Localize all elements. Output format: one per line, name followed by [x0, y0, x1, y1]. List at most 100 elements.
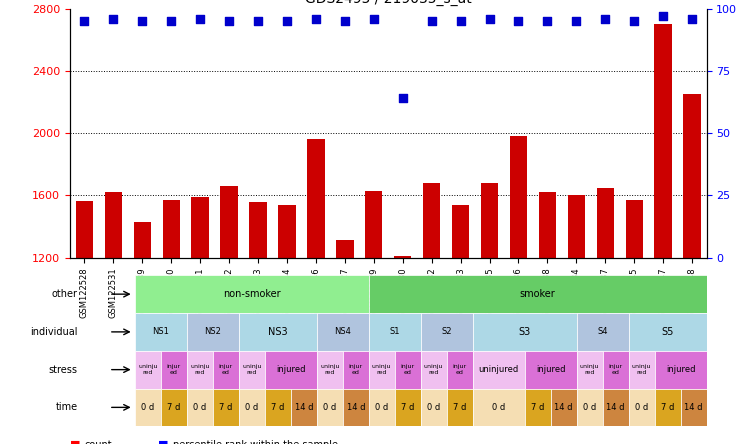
Point	[194, 15, 206, 22]
Bar	[316, 313, 369, 351]
Text: 0 d: 0 d	[375, 403, 389, 412]
Bar	[421, 388, 447, 426]
Bar	[576, 313, 629, 351]
Text: non-smoker: non-smoker	[223, 289, 280, 299]
Text: 7 d: 7 d	[219, 403, 233, 412]
Text: uninju
red: uninju red	[242, 364, 261, 375]
Point	[397, 95, 408, 102]
Bar	[134, 222, 151, 444]
Bar	[369, 388, 394, 426]
Bar	[551, 388, 576, 426]
Text: individual: individual	[30, 327, 78, 337]
Point	[542, 18, 553, 25]
Point	[512, 18, 524, 25]
Text: 0 d: 0 d	[194, 403, 207, 412]
Bar	[654, 351, 707, 388]
Text: 7 d: 7 d	[531, 403, 545, 412]
Bar	[291, 388, 316, 426]
Bar	[681, 388, 707, 426]
Point	[570, 18, 582, 25]
Bar	[278, 205, 296, 444]
Point	[310, 15, 322, 22]
Bar	[135, 313, 187, 351]
Bar	[473, 388, 525, 426]
Text: ■: ■	[70, 440, 80, 444]
Text: stress: stress	[49, 365, 78, 375]
Bar	[629, 313, 707, 351]
Bar	[473, 351, 525, 388]
Text: uninju
red: uninju red	[320, 364, 339, 375]
Bar	[135, 275, 369, 313]
Bar	[187, 351, 213, 388]
Text: uninju
red: uninju red	[190, 364, 210, 375]
Bar	[343, 388, 369, 426]
Text: S5: S5	[662, 327, 673, 337]
Bar	[187, 313, 238, 351]
Bar	[567, 195, 585, 444]
Text: 0 d: 0 d	[492, 403, 506, 412]
Bar	[191, 197, 209, 444]
Bar	[238, 351, 265, 388]
Point	[686, 15, 698, 22]
Bar	[629, 351, 654, 388]
Point	[107, 15, 119, 22]
Text: time: time	[56, 402, 78, 412]
Text: injur
ed: injur ed	[609, 364, 623, 375]
Bar	[654, 24, 672, 444]
Text: 0 d: 0 d	[583, 403, 596, 412]
Point	[455, 18, 467, 25]
Bar	[369, 313, 421, 351]
Point	[223, 18, 235, 25]
Point	[657, 13, 669, 20]
Bar	[265, 351, 316, 388]
Bar	[603, 351, 629, 388]
Text: injur
ed: injur ed	[453, 364, 467, 375]
Text: 14 d: 14 d	[554, 403, 573, 412]
Text: ■: ■	[158, 440, 169, 444]
Bar	[447, 351, 473, 388]
Text: S2: S2	[442, 327, 452, 337]
Bar	[421, 313, 473, 351]
Bar	[447, 388, 473, 426]
Text: 0 d: 0 d	[141, 403, 155, 412]
Bar	[343, 351, 369, 388]
Bar	[423, 183, 440, 444]
Point	[599, 15, 611, 22]
Bar	[369, 275, 707, 313]
Bar	[394, 351, 421, 388]
Point	[484, 15, 495, 22]
Point	[252, 18, 264, 25]
Text: 14 d: 14 d	[347, 403, 365, 412]
Text: 0 d: 0 d	[245, 403, 258, 412]
Point	[281, 18, 293, 25]
Text: NS4: NS4	[334, 327, 351, 337]
Bar	[626, 200, 643, 444]
Bar	[316, 388, 343, 426]
Bar	[539, 192, 556, 444]
Text: 0 d: 0 d	[427, 403, 440, 412]
Text: S3: S3	[519, 327, 531, 337]
Bar	[629, 388, 654, 426]
Bar	[369, 351, 394, 388]
Bar	[525, 351, 576, 388]
Text: smoker: smoker	[520, 289, 556, 299]
Text: 0 d: 0 d	[323, 403, 336, 412]
Bar	[220, 186, 238, 444]
Bar	[510, 136, 527, 444]
Text: percentile rank within the sample: percentile rank within the sample	[173, 440, 338, 444]
Title: GDS2495 / 219035_s_at: GDS2495 / 219035_s_at	[305, 0, 472, 7]
Point	[425, 18, 437, 25]
Bar	[394, 256, 411, 444]
Text: NS3: NS3	[268, 327, 288, 337]
Text: injur
ed: injur ed	[167, 364, 181, 375]
Bar	[163, 200, 180, 444]
Text: injur
ed: injur ed	[349, 364, 363, 375]
Bar	[161, 351, 187, 388]
Point	[166, 18, 177, 25]
Point	[629, 18, 640, 25]
Text: uninju
red: uninju red	[580, 364, 599, 375]
Text: 7 d: 7 d	[167, 403, 180, 412]
Bar	[597, 188, 614, 444]
Bar	[316, 351, 343, 388]
Bar	[250, 202, 266, 444]
